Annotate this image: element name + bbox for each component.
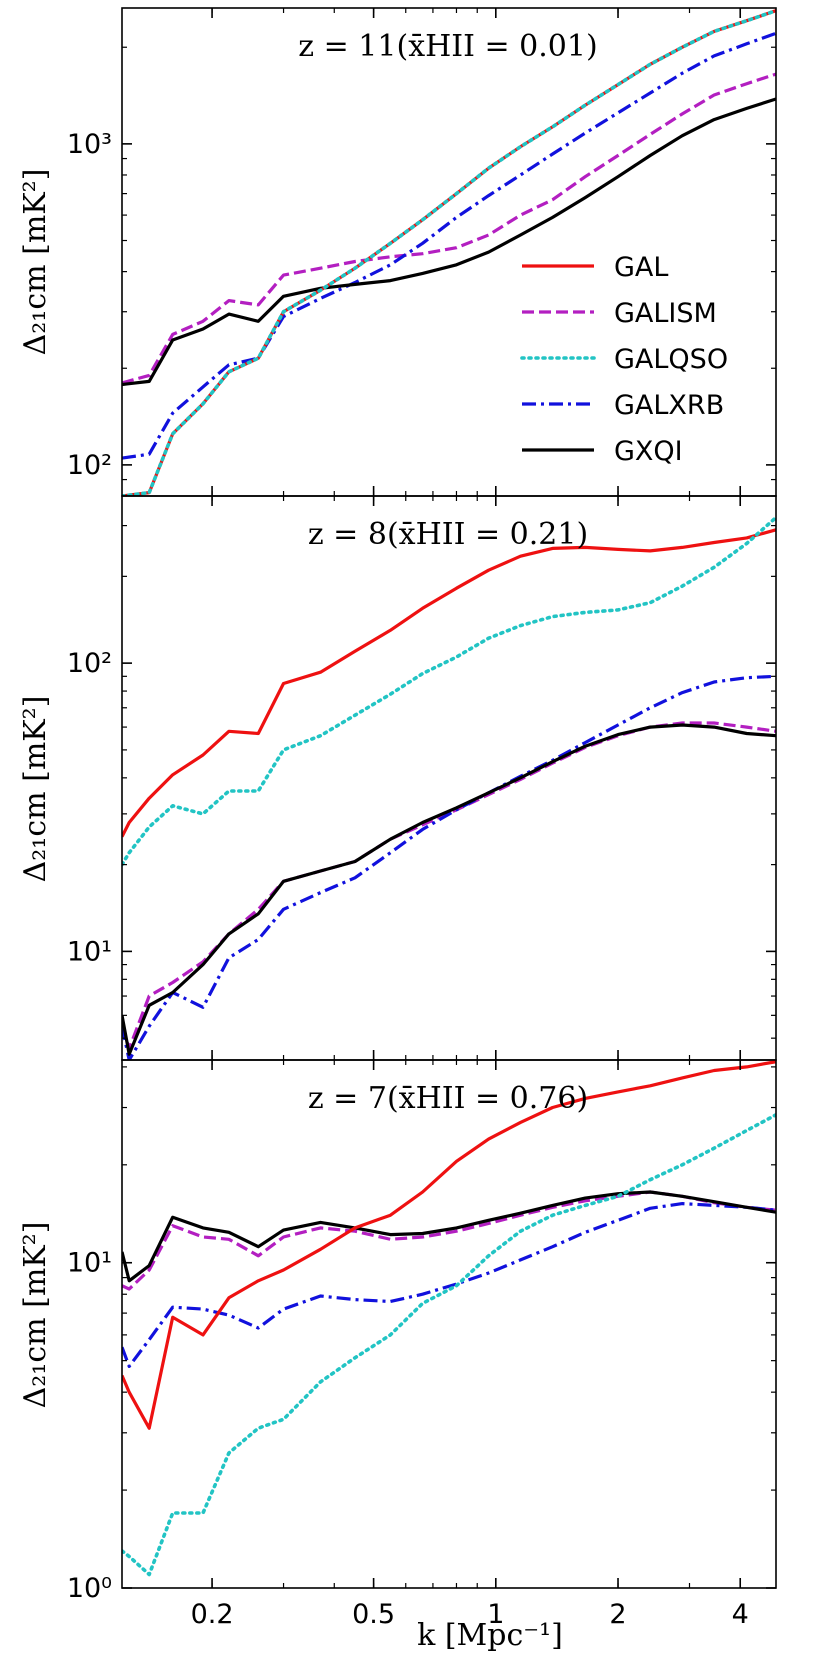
y-axis-label: Δ₂₁cm [mK²] (18, 696, 53, 883)
series-group (122, 515, 776, 1060)
ticks (122, 8, 776, 497)
y-axis-label: Δ₂₁cm [mK²] (18, 169, 53, 356)
y-tick-label: 10³ (67, 129, 112, 160)
series-line-gxqi (122, 1190, 776, 1283)
y-tick-label: 10⁰ (67, 1573, 112, 1604)
series-line-galxrb (122, 1202, 776, 1368)
panels: 10² 10³ z = 11(x̄HII = 0.01) 10¹ 10² z = 8(x̄… (67, 7, 777, 1630)
panel-1: 10¹ 10² z = 8(x̄HII = 0.21) (67, 495, 777, 1061)
legend-label-gxqi: GXQI (614, 436, 683, 467)
x-tick-label: 2 (609, 1599, 626, 1630)
legend: GAL GALISM GALQSO GALXRB GXQI (520, 252, 728, 467)
x-tick-label: 1 (487, 1599, 504, 1630)
series-line-galqso (122, 8, 776, 496)
panel-title: z = 8(x̄HII = 0.21) (308, 517, 588, 552)
x-tick-label: 0.2 (191, 1599, 234, 1630)
legend-label-gal: GAL (614, 252, 668, 283)
series-line-galism (122, 721, 776, 1051)
x-tick-label: 4 (732, 1599, 749, 1630)
series-line-gal (122, 1060, 776, 1430)
ticks (122, 1060, 776, 1589)
series-line-gxqi (122, 97, 776, 387)
panel-frame (121, 7, 777, 497)
panel-frame (121, 1059, 777, 1589)
panel-0: 10² 10³ z = 11(x̄HII = 0.01) (67, 7, 777, 497)
ticks (122, 496, 776, 1060)
panel-frame (121, 495, 777, 1061)
series-line-galxrb (122, 674, 776, 1060)
legend-label-galism: GALISM (614, 298, 717, 329)
panel-title: z = 11(x̄HII = 0.01) (298, 29, 597, 64)
y-tick-label: 10¹ (67, 936, 112, 967)
series-line-gal (122, 9, 776, 496)
series-line-galism (122, 72, 776, 385)
y-tick-label: 10² (67, 648, 112, 679)
y-tick-label: 10² (67, 450, 112, 481)
legend-label-galqso: GALQSO (614, 344, 728, 375)
x-tick-label: 0.5 (352, 1599, 395, 1630)
panel-2: 10⁰ 10¹ 0.2 0.5 1 2 4 z = 7(x̄HII = 0.76) (67, 1059, 777, 1630)
y-axis-label: Δ₂₁cm [mK²] (18, 1222, 53, 1409)
y-tick-label: 10¹ (67, 1248, 112, 1279)
series-line-galxrb (122, 31, 776, 460)
series-line-gal (122, 528, 776, 838)
legend-label-galxrb: GALXRB (614, 390, 724, 421)
series-line-galism (122, 1190, 776, 1291)
series-line-galqso (122, 515, 776, 867)
x-axis-label: k [Mpc⁻¹] (417, 1618, 563, 1653)
panel-title: z = 7(x̄HII = 0.76) (308, 1081, 588, 1116)
series-line-galqso (122, 1113, 776, 1577)
series-group (122, 8, 776, 496)
series-line-gxqi (122, 723, 776, 1056)
series-group (122, 1060, 776, 1577)
